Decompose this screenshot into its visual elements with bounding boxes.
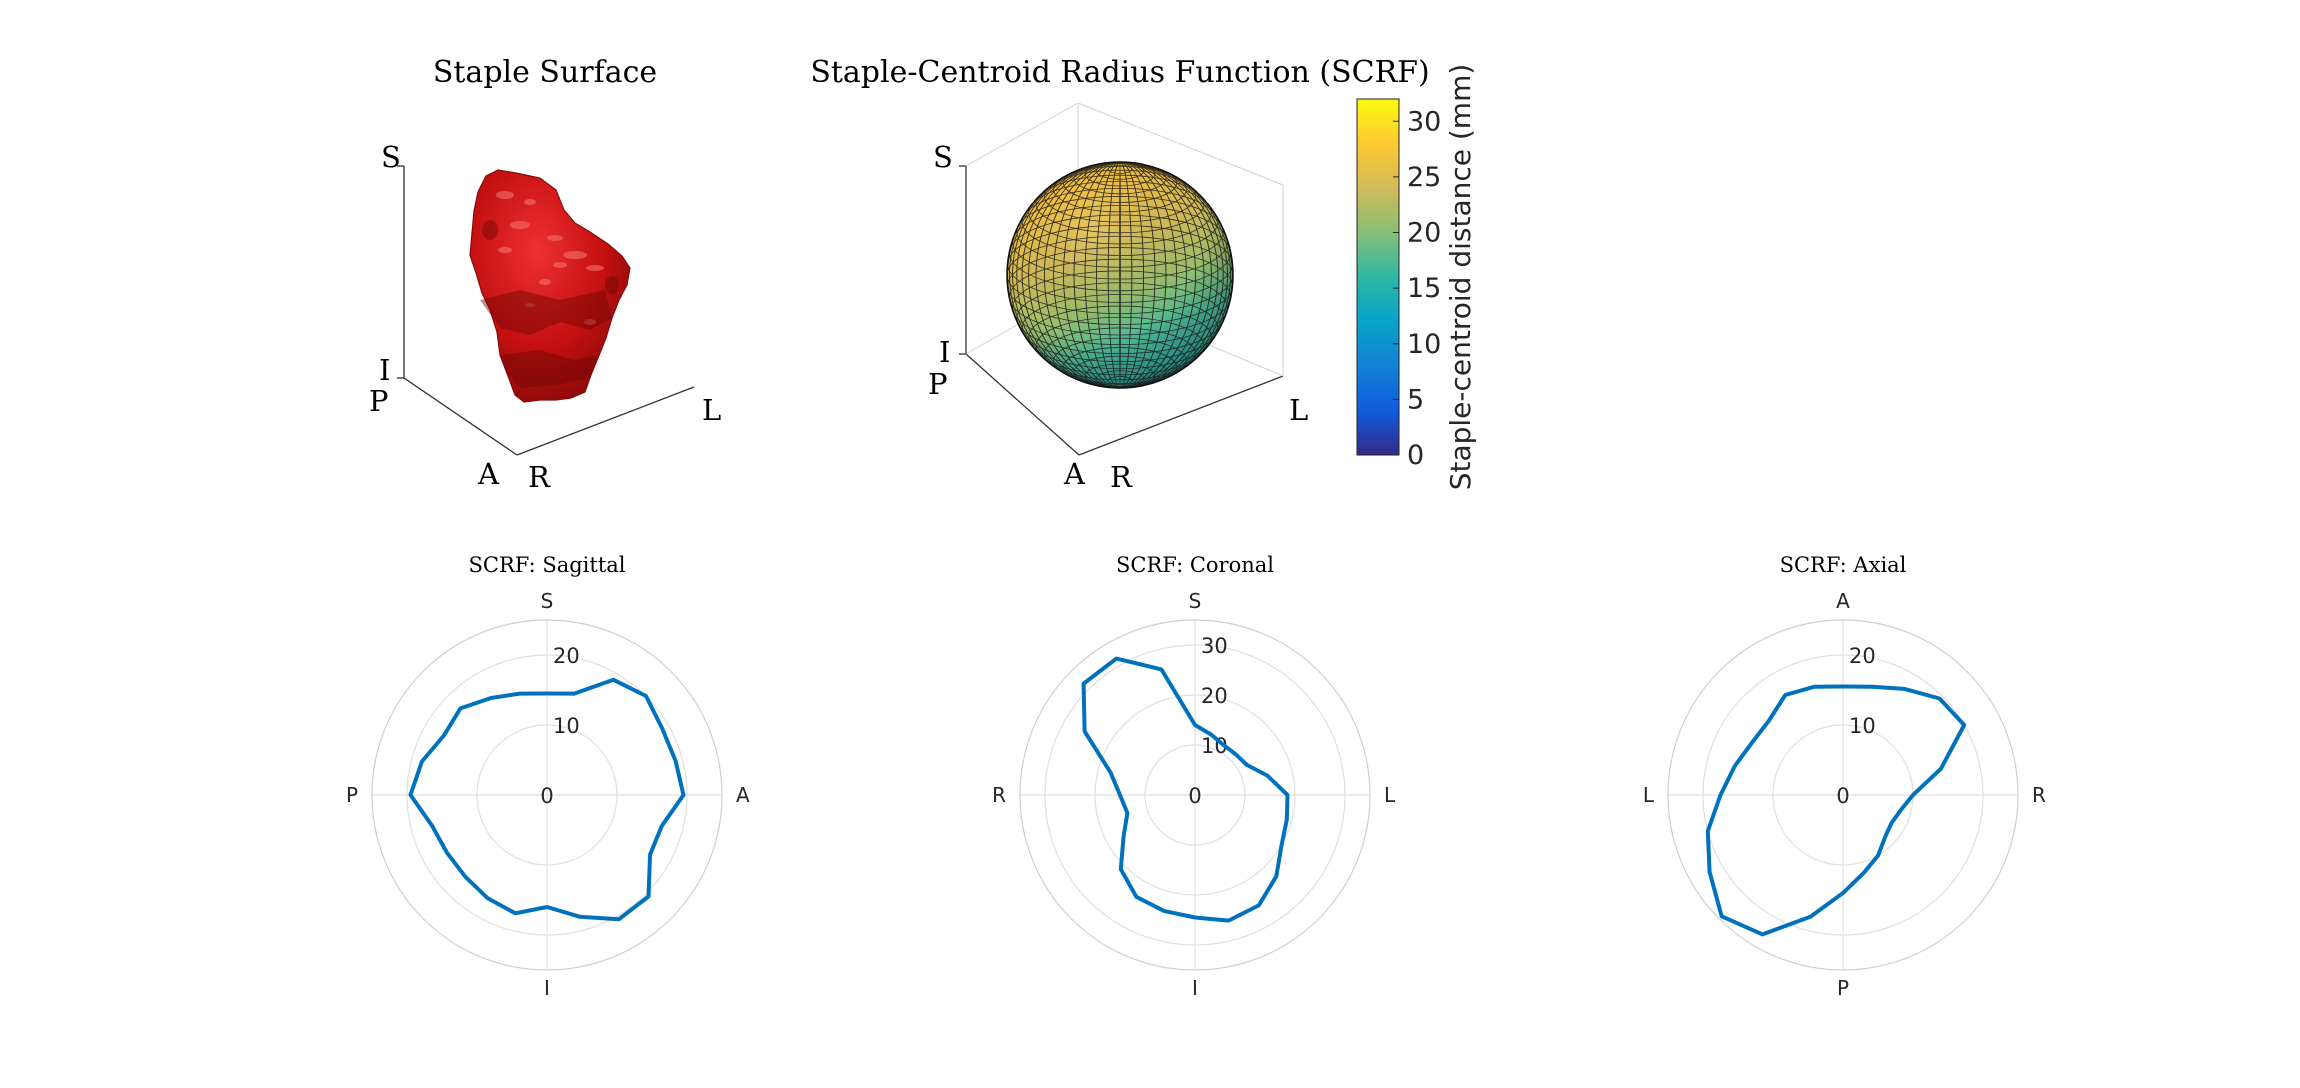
surface-title: Staple Surface xyxy=(433,55,657,90)
polar-r-tick-label: 0 xyxy=(1836,784,1849,808)
polar-series-line xyxy=(1081,656,1290,923)
colorbar-tick-label: 25 xyxy=(1407,162,1441,193)
colorbar-label: Staple-centroid distance (mm) xyxy=(1444,64,1477,491)
surface-axes-box xyxy=(397,165,695,456)
polar-direction-top: S xyxy=(541,589,554,613)
polar-direction-bottom: P xyxy=(1837,976,1849,1000)
polar-title: SCRF: Coronal xyxy=(1116,553,1274,577)
surface-axis-label-left-front: P xyxy=(369,384,389,418)
polar-r-tick-label: 20 xyxy=(1849,644,1876,668)
polar-direction-right: R xyxy=(2032,783,2046,807)
polar-direction-top: A xyxy=(1836,589,1850,613)
sphere-axis-label-right: L xyxy=(1289,393,1308,427)
surface-axis-label-front-r: R xyxy=(528,460,551,494)
sphere-axis-label-top: S xyxy=(933,140,953,174)
polar-direction-bottom: I xyxy=(544,976,550,1000)
polar-axial: SCRF: Axial 0 10 20 A P L R xyxy=(1643,553,2046,1000)
surface-axis-label-right: L xyxy=(702,393,721,427)
polar-direction-top: S xyxy=(1189,589,1202,613)
polar-direction-right: L xyxy=(1384,783,1396,807)
polar-title: SCRF: Axial xyxy=(1780,553,1907,577)
polar-direction-left: P xyxy=(346,783,358,807)
colorbar: 0 5 10 15 20 25 30 Staple-centroid distance (m… xyxy=(1356,64,1477,491)
colorbar-tick-label: 20 xyxy=(1407,218,1441,249)
sphere-axis-label-front-a: A xyxy=(1063,457,1086,491)
sphere-axis-label-left-front: P xyxy=(928,367,948,401)
sphere-axis-label-front-r: R xyxy=(1110,460,1133,494)
polar-sagittal: SCRF: Sagittal 0 10 20 S I P A xyxy=(346,553,750,1000)
polar-title: SCRF: Sagittal xyxy=(468,553,625,577)
polar-r-tick-label: 0 xyxy=(1188,784,1201,808)
polar-direction-right: A xyxy=(736,783,750,807)
colorbar-tick-label: 15 xyxy=(1407,273,1441,304)
polar-direction-bottom: I xyxy=(1192,976,1198,1000)
surface-axis-label-bottom: I xyxy=(379,353,390,387)
sphere-title: Staple-Centroid Radius Function (SCRF) xyxy=(810,55,1429,90)
polar-r-tick-label: 20 xyxy=(1201,684,1228,708)
colorbar-tick-label: 10 xyxy=(1407,329,1441,360)
scrf-sphere-mesh xyxy=(1006,161,1234,389)
staple-surface-mesh xyxy=(469,169,631,403)
polar-series-line xyxy=(1705,684,1967,937)
polar-r-tick-label: 10 xyxy=(553,714,580,738)
polar-r-tick-label: 30 xyxy=(1201,634,1228,658)
colorbar-tick-label: 0 xyxy=(1407,440,1424,471)
sphere-axis-label-bottom: I xyxy=(939,335,950,369)
staple-surface-panel: Staple Surface S I P A R L xyxy=(369,55,721,494)
polar-r-tick-label: 20 xyxy=(553,644,580,668)
polar-direction-left: L xyxy=(1643,783,1655,807)
polar-r-tick-label: 10 xyxy=(1849,714,1876,738)
surface-axis-label-top: S xyxy=(381,140,401,174)
colorbar-tick-label: 30 xyxy=(1407,106,1441,137)
polar-direction-left: R xyxy=(992,783,1006,807)
polar-series-line xyxy=(408,677,686,922)
sphere-axes-box xyxy=(959,165,1284,456)
scrf-sphere-panel: Staple-Centroid Radius Function (SCRF) S… xyxy=(810,55,1477,494)
colorbar-tick-label: 5 xyxy=(1407,384,1424,415)
polar-r-tick-label: 0 xyxy=(540,784,553,808)
surface-axis-label-front-a: A xyxy=(477,457,500,491)
